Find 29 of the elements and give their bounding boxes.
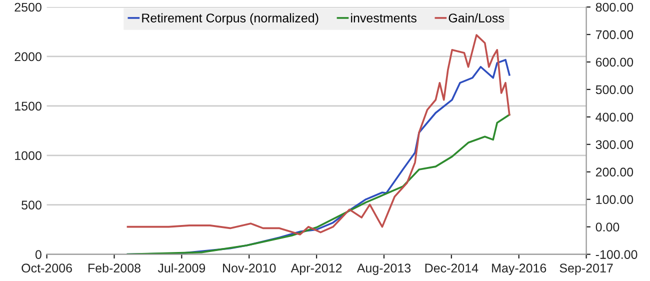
y2-tick-label: 500.00 <box>596 85 634 94</box>
x-tick-label: Aug-2013 <box>356 264 411 275</box>
x-tick-label: Sep-2017 <box>560 264 613 275</box>
y-tick-label: 1500 <box>15 102 42 111</box>
y-tick-label: 2000 <box>14 52 42 62</box>
y2-tick-label: 200.00 <box>596 168 634 177</box>
y2-tick-label: 100.00 <box>596 195 634 204</box>
y-tick-label: 0 <box>35 250 42 259</box>
x-tick-label: Dec-2014 <box>425 264 478 273</box>
x-tick-label: Jul-2009 <box>158 263 206 273</box>
y2-tick-label: 700.00 <box>596 30 634 40</box>
y-tick-label: 1000 <box>15 151 42 160</box>
y-tick-label: 2500 <box>14 2 42 12</box>
x-tick-label: Apr-2012 <box>290 264 342 275</box>
x-tick-label: Nov-2010 <box>223 264 276 273</box>
y-tick-label: 500 <box>22 200 42 210</box>
y2-tick-label: 800.00 <box>596 2 634 12</box>
legend-label: Retirement Corpus (normalized) <box>142 13 318 25</box>
legend-label: investments <box>351 13 416 22</box>
x-tick-label: May-2016 <box>492 264 546 275</box>
y2-tick-label: 400.00 <box>596 112 634 122</box>
y2-tick-label: 0.00 <box>596 222 620 232</box>
x-tick-label: Feb-2008 <box>88 263 140 273</box>
y2-tick-label: -100.00 <box>596 250 638 259</box>
legend-label: Gain/Loss <box>448 13 504 22</box>
line-series <box>126 34 510 236</box>
x-tick-label: Oct-2006 <box>22 264 72 273</box>
y2-tick-label: 300.00 <box>596 140 634 150</box>
y2-tick-label: 600.00 <box>596 58 634 67</box>
